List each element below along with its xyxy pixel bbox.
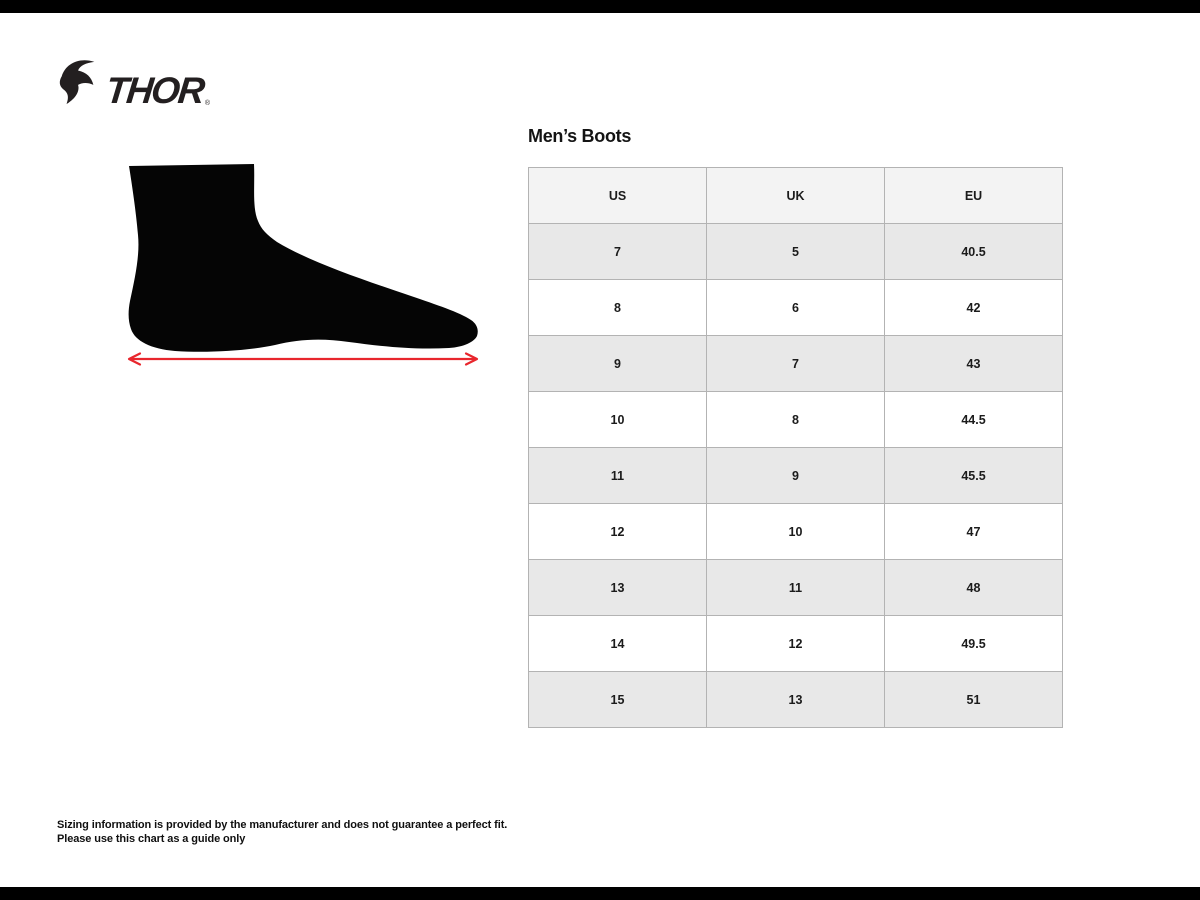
eu-size-cell: 42 <box>884 279 1063 336</box>
goat-head-icon <box>59 60 95 104</box>
us-size-cell: 7 <box>528 223 707 280</box>
table-title: Men’s Boots <box>528 126 632 146</box>
foot-length-figure <box>127 163 479 369</box>
size-table-body: 7 5 40.5 8 6 42 9 7 43 10 8 44.5 11 9 45… <box>528 223 1063 728</box>
column-header-us: US <box>528 167 707 224</box>
eu-size-cell: 44.5 <box>884 391 1063 448</box>
us-size-cell: 11 <box>528 447 707 504</box>
foot-silhouette <box>128 164 478 352</box>
size-table-row: 12 10 47 <box>528 503 1063 560</box>
uk-size-cell: 11 <box>706 559 885 616</box>
top-black-bar <box>0 0 1200 13</box>
eu-size-cell: 51 <box>884 671 1063 728</box>
size-table-row: 14 12 49.5 <box>528 615 1063 672</box>
eu-size-cell: 47 <box>884 503 1063 560</box>
length-arrow-icon <box>127 352 479 366</box>
us-size-cell: 13 <box>528 559 707 616</box>
bottom-black-bar <box>0 887 1200 900</box>
size-table-row: 9 7 43 <box>528 335 1063 392</box>
uk-size-cell: 5 <box>706 223 885 280</box>
size-table-row: 7 5 40.5 <box>528 223 1063 280</box>
thor-wordmark: THOR <box>103 70 206 111</box>
size-table-row: 8 6 42 <box>528 279 1063 336</box>
disclaimer-line2: Please use this chart as a guide only <box>57 832 246 845</box>
uk-size-cell: 6 <box>706 279 885 336</box>
uk-size-cell: 7 <box>706 335 885 392</box>
disclaimer-line1: Sizing information is provided by the ma… <box>57 819 508 831</box>
uk-size-cell: 13 <box>706 671 885 728</box>
size-table: US UK EU 7 5 40.5 8 6 42 9 7 43 10 8 44.… <box>528 167 1063 728</box>
column-header-eu: EU <box>884 167 1063 224</box>
us-size-cell: 12 <box>528 503 707 560</box>
uk-size-cell: 9 <box>706 447 885 504</box>
eu-size-cell: 45.5 <box>884 447 1063 504</box>
size-table-row: 15 13 51 <box>528 671 1063 728</box>
eu-size-cell: 49.5 <box>884 615 1063 672</box>
eu-size-cell: 48 <box>884 559 1063 616</box>
uk-size-cell: 8 <box>706 391 885 448</box>
us-size-cell: 15 <box>528 671 707 728</box>
us-size-cell: 14 <box>528 615 707 672</box>
size-table-row: 10 8 44.5 <box>528 391 1063 448</box>
column-header-uk: UK <box>706 167 885 224</box>
uk-size-cell: 12 <box>706 615 885 672</box>
us-size-cell: 8 <box>528 279 707 336</box>
eu-size-cell: 43 <box>884 335 1063 392</box>
us-size-cell: 10 <box>528 391 707 448</box>
thor-logo: THOR ® <box>56 56 210 111</box>
us-size-cell: 9 <box>528 335 707 392</box>
disclaimer: Sizing information is provided by the ma… <box>57 819 507 846</box>
eu-size-cell: 40.5 <box>884 223 1063 280</box>
size-table-row: 11 9 45.5 <box>528 447 1063 504</box>
size-table-row: 13 11 48 <box>528 559 1063 616</box>
registered-trademark-icon: ® <box>204 100 210 107</box>
size-table-header-row: US UK EU <box>528 167 1063 224</box>
uk-size-cell: 10 <box>706 503 885 560</box>
